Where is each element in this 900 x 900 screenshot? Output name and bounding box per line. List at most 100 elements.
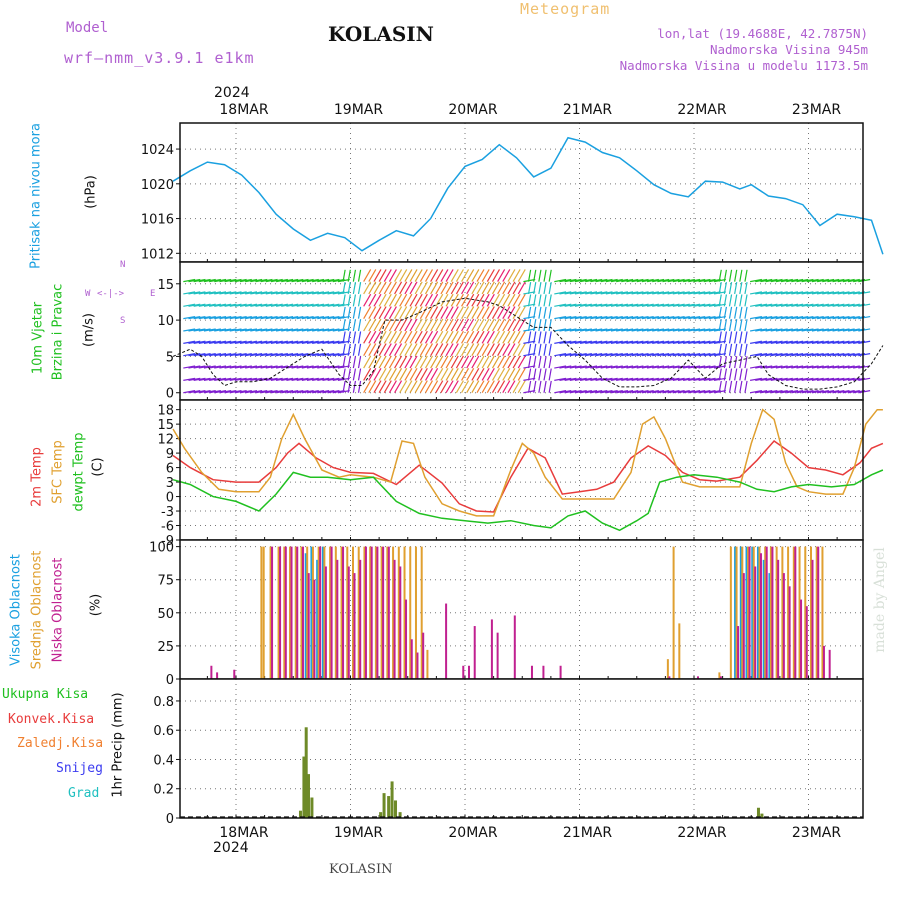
wind-barb [610,377,623,381]
wind-barb [548,331,552,344]
wind-barb [404,380,413,394]
wind-barb [641,291,654,295]
series-bar [756,807,760,818]
wind-barb [657,328,670,332]
wind-barb [816,340,830,344]
wind-barb [657,340,670,344]
wind-barb [616,315,629,320]
wind-barb [286,353,299,357]
wind-barb [842,353,855,357]
series-bar [828,649,831,679]
series-bar [290,546,293,679]
wind-barb [801,390,814,394]
wind-barb [378,355,387,369]
wind-barb [595,365,608,369]
wind-barb [327,291,340,295]
wind-barb [507,367,516,381]
wind-barb [399,293,408,307]
series-bar [296,546,299,679]
wind-barb [590,340,603,344]
wind-barb [445,318,454,332]
wind-barb [677,315,690,320]
wind-barb [481,269,490,282]
wind-barb [440,380,449,394]
wind-barb [208,365,222,369]
wind-barb [621,365,634,369]
wind-barb [590,377,603,381]
wind-barb [822,340,835,344]
wind-barb [198,278,211,283]
wind-barb [245,353,258,357]
wind-barb [352,319,357,332]
wind-barb [491,367,500,381]
wind-barb [775,278,788,283]
wind-barb [775,353,788,357]
series-bar [735,546,738,679]
wind-barb [399,281,408,295]
wind-barb [352,282,357,295]
wind-barb [595,390,608,394]
series-bar [336,559,339,679]
wind-barb [780,291,793,295]
wind-barb [755,340,768,344]
wind-barb [657,377,670,381]
wind-barb [621,340,634,344]
compass-north: N [120,260,126,270]
wind-barb [286,303,299,307]
series-bar [747,546,750,679]
wind-barb [646,278,659,283]
wind-barb [461,306,470,319]
series-bar [233,669,236,679]
wind-barb [219,278,232,283]
series-bar [284,546,287,679]
wind-barb [533,269,537,282]
series-bar [745,546,748,679]
wind-barb [424,380,434,394]
wind-barb [327,315,340,320]
wind-barb [239,278,252,283]
wind-barb [621,328,634,332]
model-label: Model [66,20,109,36]
wind-barb [652,340,665,344]
y-tick-label: 1020 [141,178,174,193]
wind-barb [270,353,283,357]
wind-barb [440,281,449,295]
series-bar [445,603,448,679]
wind-barb [739,319,743,332]
wind-barb [662,340,675,344]
wind-barb [486,269,495,282]
wind-barb [203,340,216,344]
wind-barb [265,291,278,295]
wind-barb [728,282,733,295]
wind-barb [450,367,459,381]
wind-barb [605,278,618,283]
wind-barb [734,269,738,282]
wind-barb [770,315,783,320]
wind-barb [579,278,592,283]
wind-barb [765,278,778,283]
wind-barb [775,303,788,307]
wind-barb [502,281,511,295]
series-bar [810,546,812,679]
wind-barb [677,377,690,381]
y-tick-label: 0 [166,673,174,688]
wind-barb [481,343,490,356]
series-bar [323,546,326,679]
wind-barb [806,291,819,295]
wind-barb [662,291,675,295]
wind-barb [755,278,768,283]
wind-barb [811,291,824,295]
wind-barb [554,303,567,307]
wind-barb [698,390,711,394]
wind-barb [636,315,649,320]
wind-barb [626,340,639,344]
wind-barb [760,377,773,381]
wind-barb [786,315,799,320]
wind-barb [306,315,319,320]
wind-barb [662,328,675,332]
wind-barb [234,291,247,295]
wind-barb [672,291,685,295]
wind-barb [265,278,278,283]
wind-barb [585,315,598,320]
wind-barb [193,278,206,283]
